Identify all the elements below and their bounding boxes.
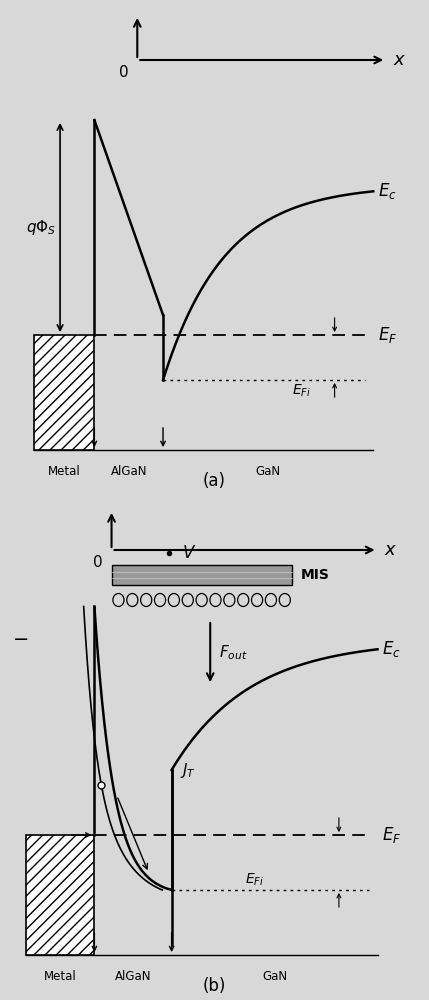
Text: (b): (b): [203, 977, 226, 995]
Bar: [26, 835, 94, 955]
Text: (a): (a): [203, 472, 226, 490]
Text: AlGaN: AlGaN: [110, 465, 147, 478]
Text: $E_{Fi}$: $E_{Fi}$: [245, 871, 263, 888]
Text: $x$: $x$: [384, 541, 397, 559]
Text: MIS: MIS: [300, 568, 329, 582]
Text: Metal: Metal: [48, 465, 81, 478]
Text: $x$: $x$: [393, 51, 406, 69]
Text: 0: 0: [94, 555, 103, 570]
Text: GaN: GaN: [262, 970, 287, 983]
Text: $E_c$: $E_c$: [382, 639, 401, 659]
Text: 0: 0: [119, 65, 129, 80]
Text: $E_{Fi}$: $E_{Fi}$: [292, 382, 311, 399]
Text: $E_c$: $E_c$: [378, 181, 396, 201]
Text: AlGaN: AlGaN: [115, 970, 151, 983]
Text: $E_F$: $E_F$: [382, 825, 401, 845]
Text: $J_T$: $J_T$: [180, 760, 196, 780]
Bar: [34, 335, 94, 450]
Text: −: −: [13, 631, 29, 650]
Text: GaN: GaN: [256, 465, 281, 478]
Text: $q\Phi_S$: $q\Phi_S$: [25, 218, 56, 237]
Text: $E_F$: $E_F$: [378, 325, 397, 345]
Text: Metal: Metal: [44, 970, 76, 983]
Text: $V$: $V$: [182, 544, 196, 562]
Text: $F_{out}$: $F_{out}$: [219, 643, 248, 662]
Bar: [112, 565, 292, 585]
